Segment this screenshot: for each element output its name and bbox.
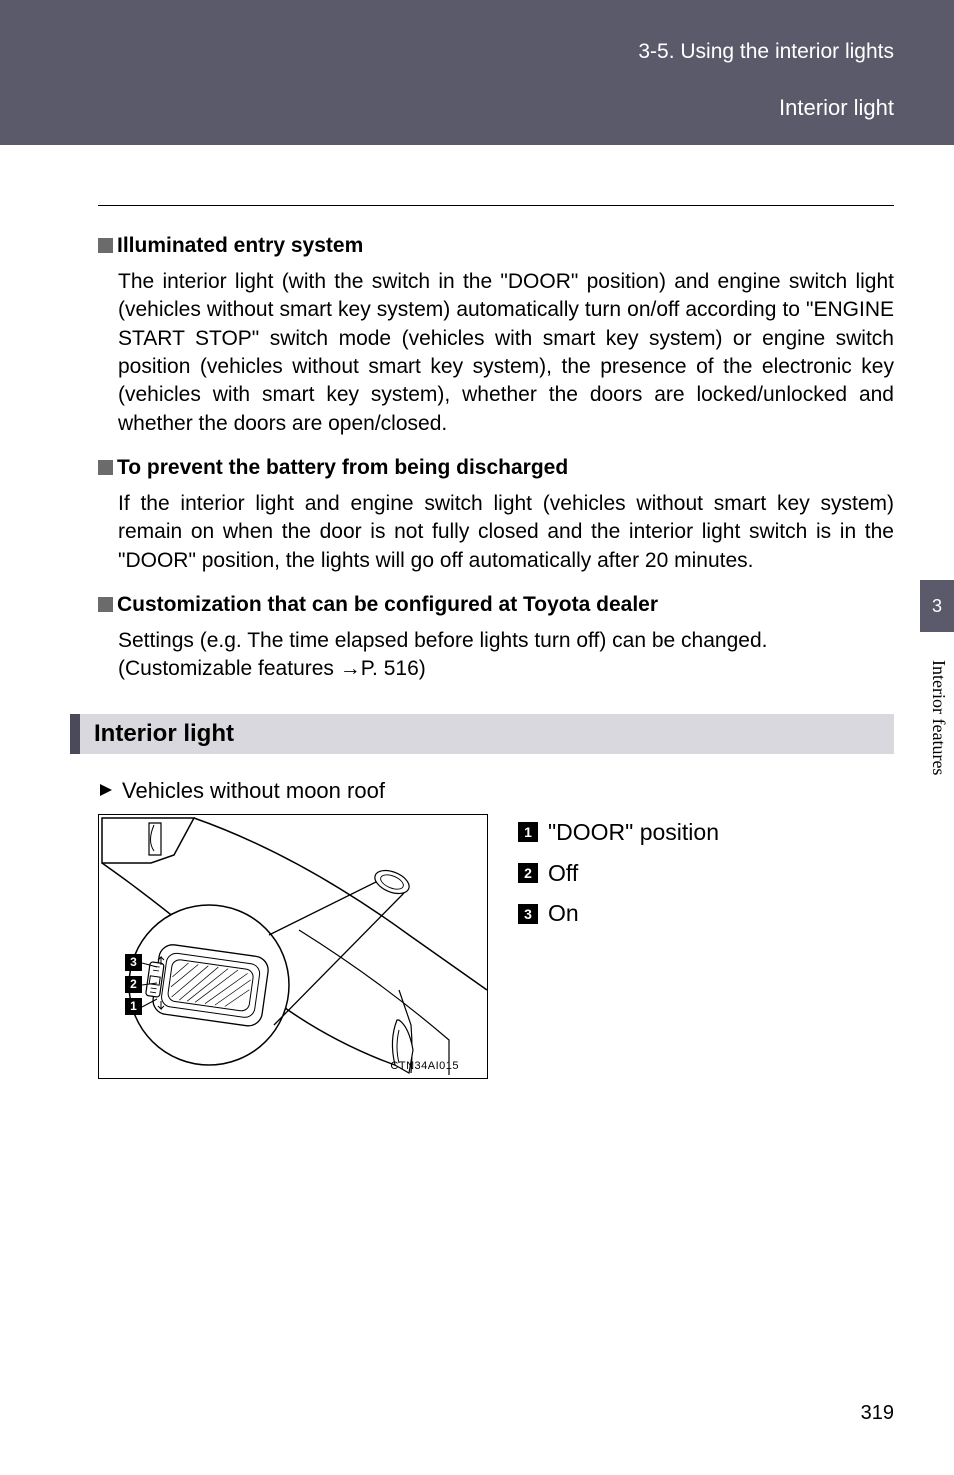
block-heading: Customization that can be configured at … <box>98 593 894 617</box>
legend-label: Off <box>548 855 578 892</box>
header-subtitle-text: Interior light <box>779 95 894 121</box>
figure-row: 3 2 1 CTN34AI015 1 "DOOR" position 2 Off… <box>98 814 894 1079</box>
legend-item: 1 "DOOR" position <box>518 814 719 851</box>
legend-number-box: 3 <box>518 904 538 924</box>
block-body: Settings (e.g. The time elapsed before l… <box>118 627 894 684</box>
legend-label: "DOOR" position <box>548 814 719 851</box>
heading-text: To prevent the battery from being discha… <box>117 456 568 480</box>
block-heading: To prevent the battery from being discha… <box>98 456 894 480</box>
section-bar-label: Interior light <box>80 714 894 754</box>
section-heading-bar: Interior light <box>70 714 894 754</box>
square-bullet-icon <box>98 238 113 253</box>
legend-number-box: 2 <box>518 863 538 883</box>
page-header: 3-5. Using the interior lights Interior … <box>0 0 954 145</box>
figure-code: CTN34AI015 <box>390 1060 459 1072</box>
callout-3: 3 <box>125 954 142 971</box>
side-chapter-tab: 3 <box>920 580 954 632</box>
side-section-label: Interior features <box>928 660 949 775</box>
legend-label: On <box>548 895 579 932</box>
heading-text: Customization that can be configured at … <box>117 593 658 617</box>
triangle-icon <box>98 778 114 804</box>
interior-light-diagram <box>99 815 489 1080</box>
bar-accent <box>70 714 80 754</box>
square-bullet-icon <box>98 460 113 475</box>
variant-text: Vehicles without moon roof <box>122 778 385 804</box>
square-bullet-icon <box>98 597 113 612</box>
heading-text: Illuminated entry system <box>117 234 363 258</box>
block-body: If the interior light and engine switch … <box>118 490 894 575</box>
legend-item: 2 Off <box>518 855 719 892</box>
callout-2: 2 <box>125 976 142 993</box>
page-number: 319 <box>861 1402 894 1425</box>
callout-1: 1 <box>125 998 142 1015</box>
block-body: The interior light (with the switch in t… <box>118 268 894 438</box>
legend-item: 3 On <box>518 895 719 932</box>
variant-line: Vehicles without moon roof <box>98 778 894 804</box>
legend-column: 1 "DOOR" position 2 Off 3 On <box>518 814 719 936</box>
legend-number-box: 1 <box>518 822 538 842</box>
figure-illustration: 3 2 1 CTN34AI015 <box>98 814 488 1079</box>
divider-line <box>98 205 894 206</box>
main-content: Illuminated entry system The interior li… <box>0 145 954 1079</box>
header-section-text: 3-5. Using the interior lights <box>638 40 894 64</box>
block-heading: Illuminated entry system <box>98 234 894 258</box>
